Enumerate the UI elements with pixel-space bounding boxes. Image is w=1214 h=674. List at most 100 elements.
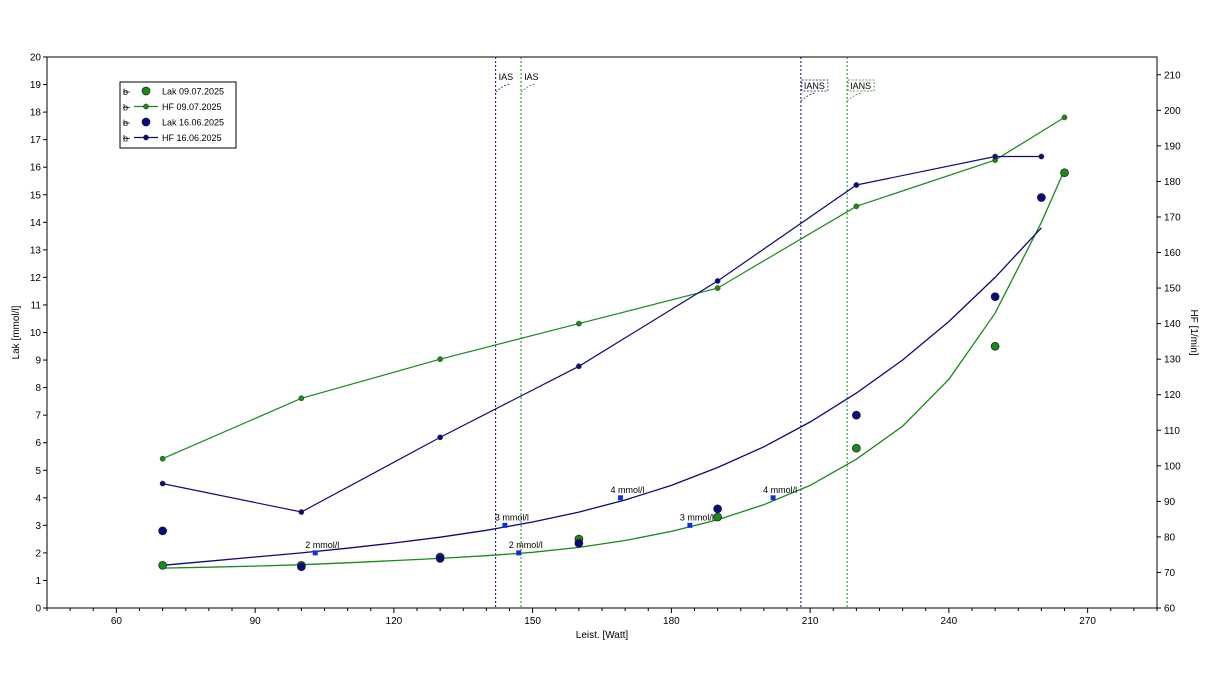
y-right-tick-label: 210 <box>1164 70 1181 81</box>
legend-marker <box>143 103 149 110</box>
threshold-marker-label: 2 mmol/l <box>509 540 543 550</box>
threshold-marker-label: 3 mmol/l <box>495 512 529 522</box>
lactate-point <box>990 292 1000 302</box>
x-tick-label: 180 <box>663 616 680 627</box>
threshold-label-box <box>801 79 829 92</box>
y-left-tick-label: 0 <box>35 604 41 615</box>
y-right-axis-label: HF [1/min] <box>1188 309 1199 355</box>
y-left-tick-label: 19 <box>30 80 42 91</box>
hf-point <box>992 153 998 160</box>
legend-marker <box>141 86 151 96</box>
y-right-tick-label: 150 <box>1164 284 1181 295</box>
threshold-marker <box>516 550 522 556</box>
y-left-tick-label: 20 <box>30 53 42 64</box>
lactate-point <box>435 554 445 563</box>
threshold-leader <box>520 83 536 93</box>
lactate-point <box>158 526 167 536</box>
hf-point <box>1061 114 1068 121</box>
hf-point <box>714 285 721 291</box>
y-left-tick-label: 2 <box>35 548 41 559</box>
y-right-tick-label: 70 <box>1164 568 1176 579</box>
y-left-tick-label: 3 <box>35 521 41 532</box>
legend-marker <box>143 134 149 141</box>
x-tick-label: 270 <box>1079 616 1096 627</box>
hf-point <box>576 363 582 370</box>
y-left-tick-label: 6 <box>35 438 41 449</box>
y-left-axis-label: Lak [mmol/l] <box>11 305 22 359</box>
y-left-tick-label: 11 <box>31 300 42 311</box>
y-right-tick-label: 80 <box>1164 532 1176 543</box>
y-left-tick-label: 12 <box>30 273 42 284</box>
threshold-label: IANS <box>804 81 825 91</box>
y-left-tick-label: 4 <box>35 493 41 504</box>
legend-label: Lak 16.06.2025 <box>162 118 224 128</box>
lactate-point <box>574 538 584 548</box>
threshold-marker <box>687 522 693 528</box>
threshold-label: IANS <box>850 81 871 91</box>
y-left-tick-label: 14 <box>30 218 42 229</box>
y-right-tick-label: 180 <box>1164 177 1181 188</box>
lactate-point <box>852 443 861 453</box>
hf-point <box>714 278 721 284</box>
legend-label: HF 09.07.2025 <box>162 102 222 112</box>
hf-point <box>159 480 166 487</box>
hf-point <box>437 356 443 363</box>
y-right-tick-label: 200 <box>1164 106 1181 117</box>
threshold-label: IAS <box>524 72 539 82</box>
x-tick-label: 210 <box>802 616 819 627</box>
threshold-leader <box>495 83 510 93</box>
y-right-tick-label: 140 <box>1164 319 1181 330</box>
threshold-leader <box>800 92 815 102</box>
x-tick-label: 150 <box>524 616 541 627</box>
threshold-marker-label: 4 mmol/l <box>763 485 797 495</box>
x-tick-label: 240 <box>941 616 958 627</box>
lactate-point <box>1037 193 1046 202</box>
hf-point <box>298 509 305 515</box>
y-left-tick-label: 7 <box>35 411 41 422</box>
y-left-tick-label: 18 <box>30 108 42 119</box>
lactate-point <box>990 341 1000 351</box>
y-left-tick-label: 8 <box>35 383 41 394</box>
y-right-tick-label: 120 <box>1164 390 1181 401</box>
hf-point <box>853 182 860 188</box>
hf-point <box>437 434 443 441</box>
hf-point <box>576 320 582 327</box>
hf-point <box>1038 153 1045 160</box>
threshold-marker-label: 3 mmol/l <box>680 512 714 522</box>
threshold-label-box <box>847 79 875 92</box>
y-left-tick-label: 17 <box>30 135 42 146</box>
hf-series-line <box>162 155 1042 513</box>
lactate-point <box>852 410 861 420</box>
y-left-tick-label: 9 <box>35 356 41 367</box>
x-tick-label: 120 <box>386 616 403 627</box>
y-right-tick-label: 190 <box>1164 141 1181 152</box>
hf-point <box>298 395 305 402</box>
y-left-tick-label: 13 <box>30 245 42 256</box>
lactate-point <box>297 562 306 572</box>
y-right-tick-label: 170 <box>1164 212 1181 223</box>
threshold-marker <box>770 495 776 501</box>
y-left-tick-label: 10 <box>30 328 42 339</box>
hf-series-line <box>162 116 1065 460</box>
y-right-tick-label: 130 <box>1164 355 1181 366</box>
x-tick-label: 90 <box>250 616 262 627</box>
y-left-tick-label: 15 <box>30 190 42 201</box>
threshold-leader <box>846 92 862 102</box>
threshold-marker-label: 4 mmol/l <box>611 485 645 495</box>
threshold-marker <box>618 495 623 501</box>
hf-point <box>159 455 166 462</box>
y-left-tick-label: 1 <box>35 576 41 587</box>
lactate-point <box>1060 168 1069 178</box>
lactate-fit-curve <box>162 169 1066 569</box>
y-right-tick-label: 110 <box>1164 426 1180 437</box>
y-right-tick-label: 90 <box>1164 497 1176 508</box>
lactate-point <box>158 560 167 570</box>
threshold-label: IAS <box>499 72 514 82</box>
lactate-point <box>713 504 722 514</box>
y-left-tick-label: 5 <box>35 466 41 477</box>
threshold-marker <box>502 522 508 528</box>
legend-marker <box>141 117 151 127</box>
x-tick-label: 60 <box>111 616 123 627</box>
lactate-fit-curve <box>162 227 1042 566</box>
